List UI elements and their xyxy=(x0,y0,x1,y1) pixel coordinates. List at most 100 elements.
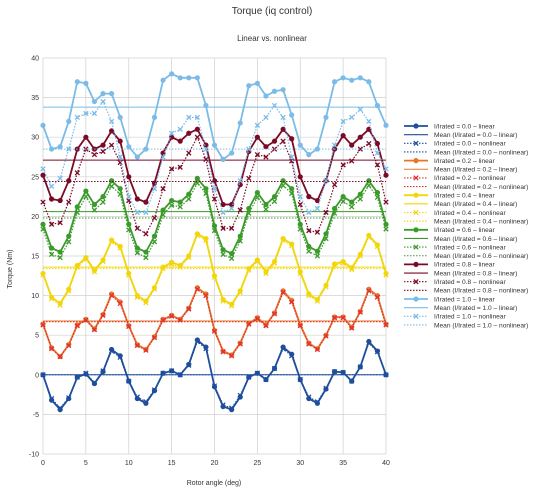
data-point xyxy=(66,288,72,294)
data-point xyxy=(349,266,355,273)
data-point xyxy=(126,378,132,384)
data-point xyxy=(168,130,175,136)
data-point-stroke xyxy=(108,292,115,299)
data-point-stroke xyxy=(228,255,235,262)
data-point-stroke xyxy=(57,254,63,261)
data-point xyxy=(331,315,338,321)
data-point xyxy=(357,196,363,202)
data-point-stroke xyxy=(349,204,355,210)
data-point xyxy=(280,235,286,242)
data-point-stroke xyxy=(263,114,269,121)
data-point xyxy=(117,114,123,120)
data-point xyxy=(357,106,363,113)
data-point xyxy=(237,207,243,213)
data-point-stroke xyxy=(117,354,123,361)
data-point-stroke xyxy=(177,204,183,210)
data-point xyxy=(134,154,140,160)
data-point xyxy=(366,340,372,346)
data-point xyxy=(340,198,346,205)
data-point xyxy=(109,291,115,297)
data-point-stroke xyxy=(349,266,355,273)
data-point xyxy=(194,126,200,132)
data-point-stroke xyxy=(57,405,63,411)
data-point xyxy=(220,251,226,258)
data-point-stroke xyxy=(357,309,363,315)
data-point xyxy=(237,394,243,400)
data-point-stroke xyxy=(220,225,226,231)
data-point-stroke xyxy=(254,315,261,322)
legend-label: Mean (I/Irated = 1.0 – linear) xyxy=(434,305,517,312)
data-point xyxy=(194,114,201,121)
data-point-stroke xyxy=(48,395,55,402)
data-point-stroke xyxy=(203,237,209,243)
y-axis-label: Torque (Nm) xyxy=(7,250,14,289)
data-point xyxy=(66,146,72,152)
data-point xyxy=(349,204,355,210)
data-point xyxy=(168,261,175,267)
legend-entry: Mean (I/Irated = 0.0 – nonlinear) xyxy=(404,149,528,156)
legend-entry: I/Irated = 0.4 – linear xyxy=(404,193,495,200)
data-point xyxy=(289,186,295,192)
legend: I/Irated = 0.0 – linear Mean (I/Irated = … xyxy=(404,123,528,329)
data-point xyxy=(57,220,63,226)
data-point xyxy=(186,254,192,261)
data-point xyxy=(349,158,355,164)
data-point-stroke xyxy=(246,210,252,216)
data-point xyxy=(357,309,363,315)
x-tick-label: 5 xyxy=(84,460,88,467)
data-point xyxy=(186,306,192,312)
data-point-stroke xyxy=(151,286,158,292)
data-point xyxy=(211,383,218,389)
data-point-stroke xyxy=(323,209,329,216)
data-point xyxy=(108,292,115,299)
data-point xyxy=(413,227,419,233)
series xyxy=(40,134,389,237)
data-point-stroke xyxy=(383,166,389,172)
data-point-stroke xyxy=(74,170,80,176)
data-point xyxy=(134,394,140,400)
data-point-stroke xyxy=(220,251,226,258)
data-point xyxy=(151,180,158,186)
data-point-stroke xyxy=(297,323,303,329)
data-point xyxy=(143,400,149,406)
legend-label: I/Irated = 0.6 – linear xyxy=(434,227,495,234)
x-tick-label: 30 xyxy=(296,460,304,467)
data-point xyxy=(74,170,80,176)
data-point xyxy=(340,118,346,125)
data-point xyxy=(220,225,226,231)
data-point xyxy=(211,273,218,279)
legend-entry: Mean (I/Irated = 0.6 – nonlinear) xyxy=(404,253,528,260)
data-point xyxy=(134,342,140,349)
data-point xyxy=(374,150,381,156)
data-point-stroke xyxy=(168,261,175,267)
data-point xyxy=(177,204,183,210)
data-point xyxy=(74,323,80,329)
data-point xyxy=(83,110,89,117)
data-point xyxy=(271,258,278,265)
data-point-stroke xyxy=(74,209,80,216)
data-point xyxy=(306,248,312,254)
data-point xyxy=(237,341,243,347)
data-point xyxy=(271,88,278,94)
data-point xyxy=(323,284,329,290)
data-point xyxy=(228,353,235,359)
data-point xyxy=(83,80,89,86)
data-point-stroke xyxy=(323,284,329,290)
data-point xyxy=(340,258,346,265)
data-point-stroke xyxy=(108,348,115,354)
data-point-stroke xyxy=(357,106,363,113)
data-point xyxy=(168,166,175,172)
data-point-stroke xyxy=(168,368,175,374)
plot-area xyxy=(40,71,389,413)
data-point xyxy=(194,180,201,186)
data-point-stroke xyxy=(126,272,132,278)
x-tick-label: 15 xyxy=(168,460,176,467)
data-point-stroke xyxy=(331,210,338,216)
data-point xyxy=(203,190,209,197)
data-point-stroke xyxy=(220,298,226,304)
data-point xyxy=(203,156,209,163)
data-point xyxy=(169,259,175,265)
data-point-stroke xyxy=(289,154,295,160)
series xyxy=(40,232,389,309)
data-point xyxy=(168,313,175,319)
